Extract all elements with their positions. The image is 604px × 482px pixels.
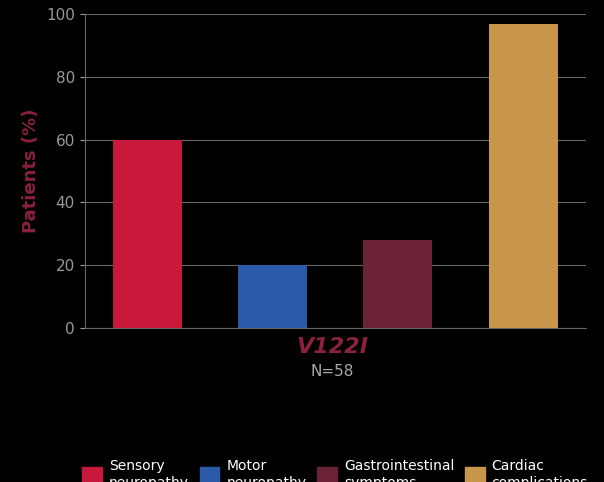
Y-axis label: Patients (%): Patients (%) [22,109,40,233]
Bar [364,240,432,328]
Text: N=58: N=58 [310,364,354,379]
Legend: Sensory
neuropathy, Motor
neuropathy, Gastrointestinal
symptoms, Cardiac
complic: Sensory neuropathy, Motor neuropathy, Ga… [77,454,594,482]
Text: V122I: V122I [296,337,368,357]
Bar [113,140,182,328]
Bar [489,24,557,328]
Bar [238,265,307,328]
